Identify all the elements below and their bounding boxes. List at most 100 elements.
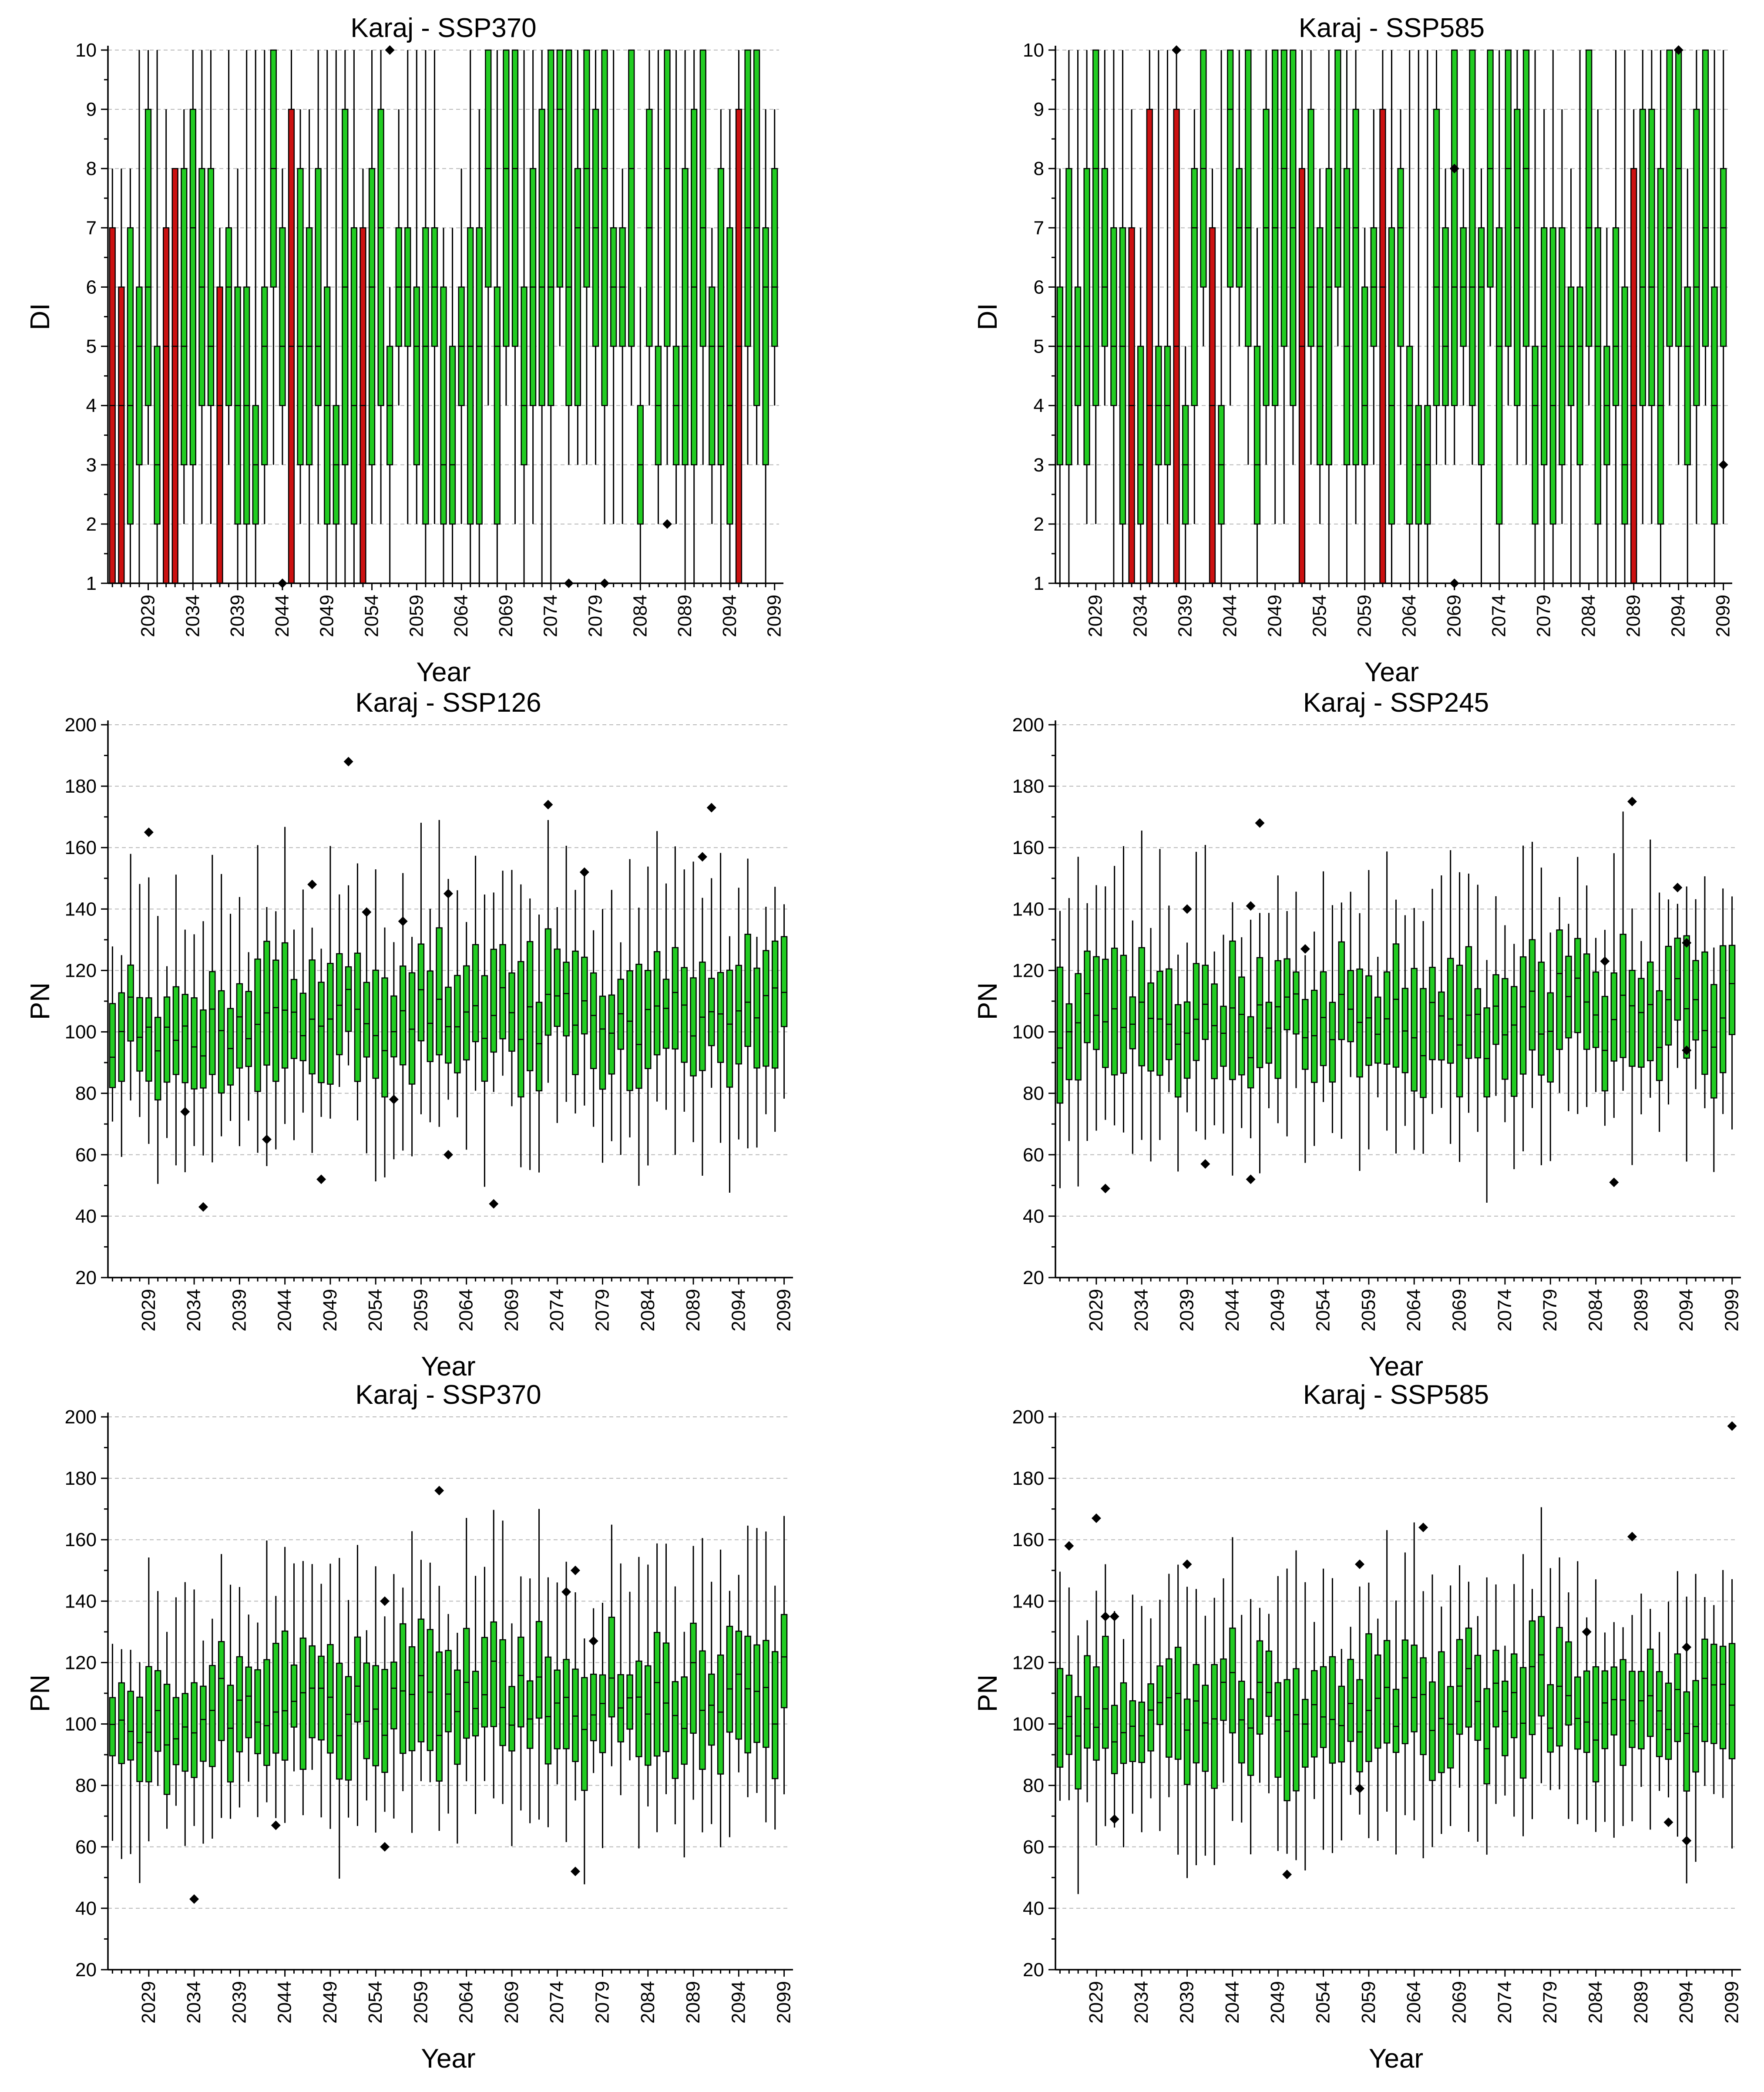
box-2071: [526, 1578, 534, 1823]
box-rect: [481, 975, 488, 1082]
box-2044: [281, 827, 289, 1124]
box-2063: [1401, 915, 1409, 1126]
x-tick-label: 2034: [183, 1289, 205, 1332]
box-2088: [672, 50, 680, 524]
box-2097: [1702, 49, 1709, 406]
box-rect: [417, 943, 425, 1042]
outlier-point: [385, 45, 395, 55]
box-2032: [172, 874, 180, 1166]
box-2094: [1675, 49, 1682, 465]
box-rect: [163, 227, 170, 584]
x-tick-label: 2079: [1533, 595, 1555, 637]
box-rect: [181, 1693, 188, 1772]
box-rect: [1320, 1666, 1327, 1748]
box-rect: [1719, 945, 1727, 1073]
box-2082: [1574, 857, 1581, 1114]
box-rect: [191, 997, 198, 1090]
box-2029: [1092, 49, 1099, 524]
box-rect: [1411, 1645, 1418, 1732]
x-tick-label: 2094: [719, 595, 740, 637]
box-rect: [327, 962, 334, 1085]
box-rect: [590, 1673, 597, 1742]
x-tick-label: 2089: [682, 1289, 704, 1332]
box-2030: [1102, 1564, 1109, 1826]
box-2069: [503, 49, 510, 406]
box-2066: [481, 895, 488, 1187]
box-rect: [1298, 168, 1306, 584]
box-rect: [653, 1631, 661, 1757]
box-2086: [662, 1544, 670, 1794]
y-axis-label: PN: [973, 1675, 1003, 1712]
box-rect: [261, 286, 268, 466]
box-2098: [1719, 1570, 1727, 1798]
box-2030: [1102, 886, 1109, 1120]
box-2049: [327, 846, 334, 1119]
box-rect: [1442, 227, 1449, 406]
box-2032: [1120, 846, 1127, 1133]
box-2051: [345, 885, 352, 1066]
box-2096: [1693, 50, 1700, 524]
box-rect: [544, 928, 552, 1036]
box-2042: [1211, 951, 1218, 1126]
box-rect: [1084, 1655, 1091, 1749]
box-rect: [1433, 108, 1440, 406]
box-2057: [1347, 1627, 1354, 1795]
x-axis-label: Year: [1369, 2044, 1423, 2074]
box-rect: [1227, 49, 1234, 288]
x-tick-label: 2074: [546, 1981, 568, 2024]
box-2081: [610, 50, 617, 524]
x-tick-label: 2064: [1403, 1289, 1425, 1332]
box-rect: [1374, 996, 1381, 1064]
x-tick-label: 2049: [1267, 1981, 1288, 2024]
box-rect: [381, 1669, 388, 1773]
box-rect: [599, 996, 606, 1090]
box-rect: [635, 1660, 642, 1757]
box-rect: [1505, 49, 1512, 347]
box-rect: [1174, 1647, 1182, 1760]
box-2045: [1236, 50, 1243, 346]
box-2077: [1529, 841, 1536, 1108]
box-rect: [1665, 945, 1672, 1046]
x-tick-label: 2044: [1222, 1981, 1243, 2024]
outlier-point: [1182, 904, 1192, 914]
box-2033: [181, 109, 188, 524]
box-rect: [372, 969, 379, 1079]
box-rect: [1383, 971, 1391, 1065]
box-2091: [1656, 1632, 1663, 1791]
box-2099: [1728, 1579, 1736, 1849]
box-rect: [1474, 988, 1482, 1059]
box-2030: [154, 50, 161, 583]
x-tick-label: 2099: [1721, 1981, 1743, 2024]
outlier-point: [1609, 1177, 1619, 1187]
x-tick-label: 2079: [1539, 1981, 1561, 2024]
box-2073: [1492, 896, 1499, 1096]
y-tick-label: 200: [1012, 1406, 1044, 1428]
box-rect: [1656, 1671, 1663, 1757]
y-tick-label: 20: [1023, 1267, 1044, 1288]
outlier-point: [561, 1587, 571, 1597]
box-rect: [709, 286, 716, 466]
box-rect: [1102, 1635, 1109, 1749]
box-rect: [400, 965, 407, 1066]
box-2099: [780, 904, 788, 1099]
box-rect: [1657, 168, 1664, 525]
box-2094: [735, 1574, 743, 1772]
box-2037: [218, 1554, 225, 1818]
box-rect: [1647, 1648, 1654, 1737]
box-2039: [234, 168, 241, 583]
box-2034: [1138, 831, 1145, 1140]
box-rect: [548, 49, 554, 406]
box-rect: [1547, 1684, 1554, 1753]
x-tick-label: 2079: [1539, 1289, 1561, 1332]
box-2042: [261, 50, 268, 524]
box-2077: [1522, 49, 1530, 465]
outlier-point: [697, 852, 707, 862]
x-tick-label: 2054: [365, 1289, 386, 1332]
box-2028: [136, 1662, 143, 1883]
box-rect: [1420, 1657, 1427, 1756]
box-2054: [372, 869, 379, 1182]
box-rect: [1538, 962, 1545, 1076]
box-2093: [717, 109, 724, 583]
x-tick-label: 2074: [546, 1289, 568, 1332]
